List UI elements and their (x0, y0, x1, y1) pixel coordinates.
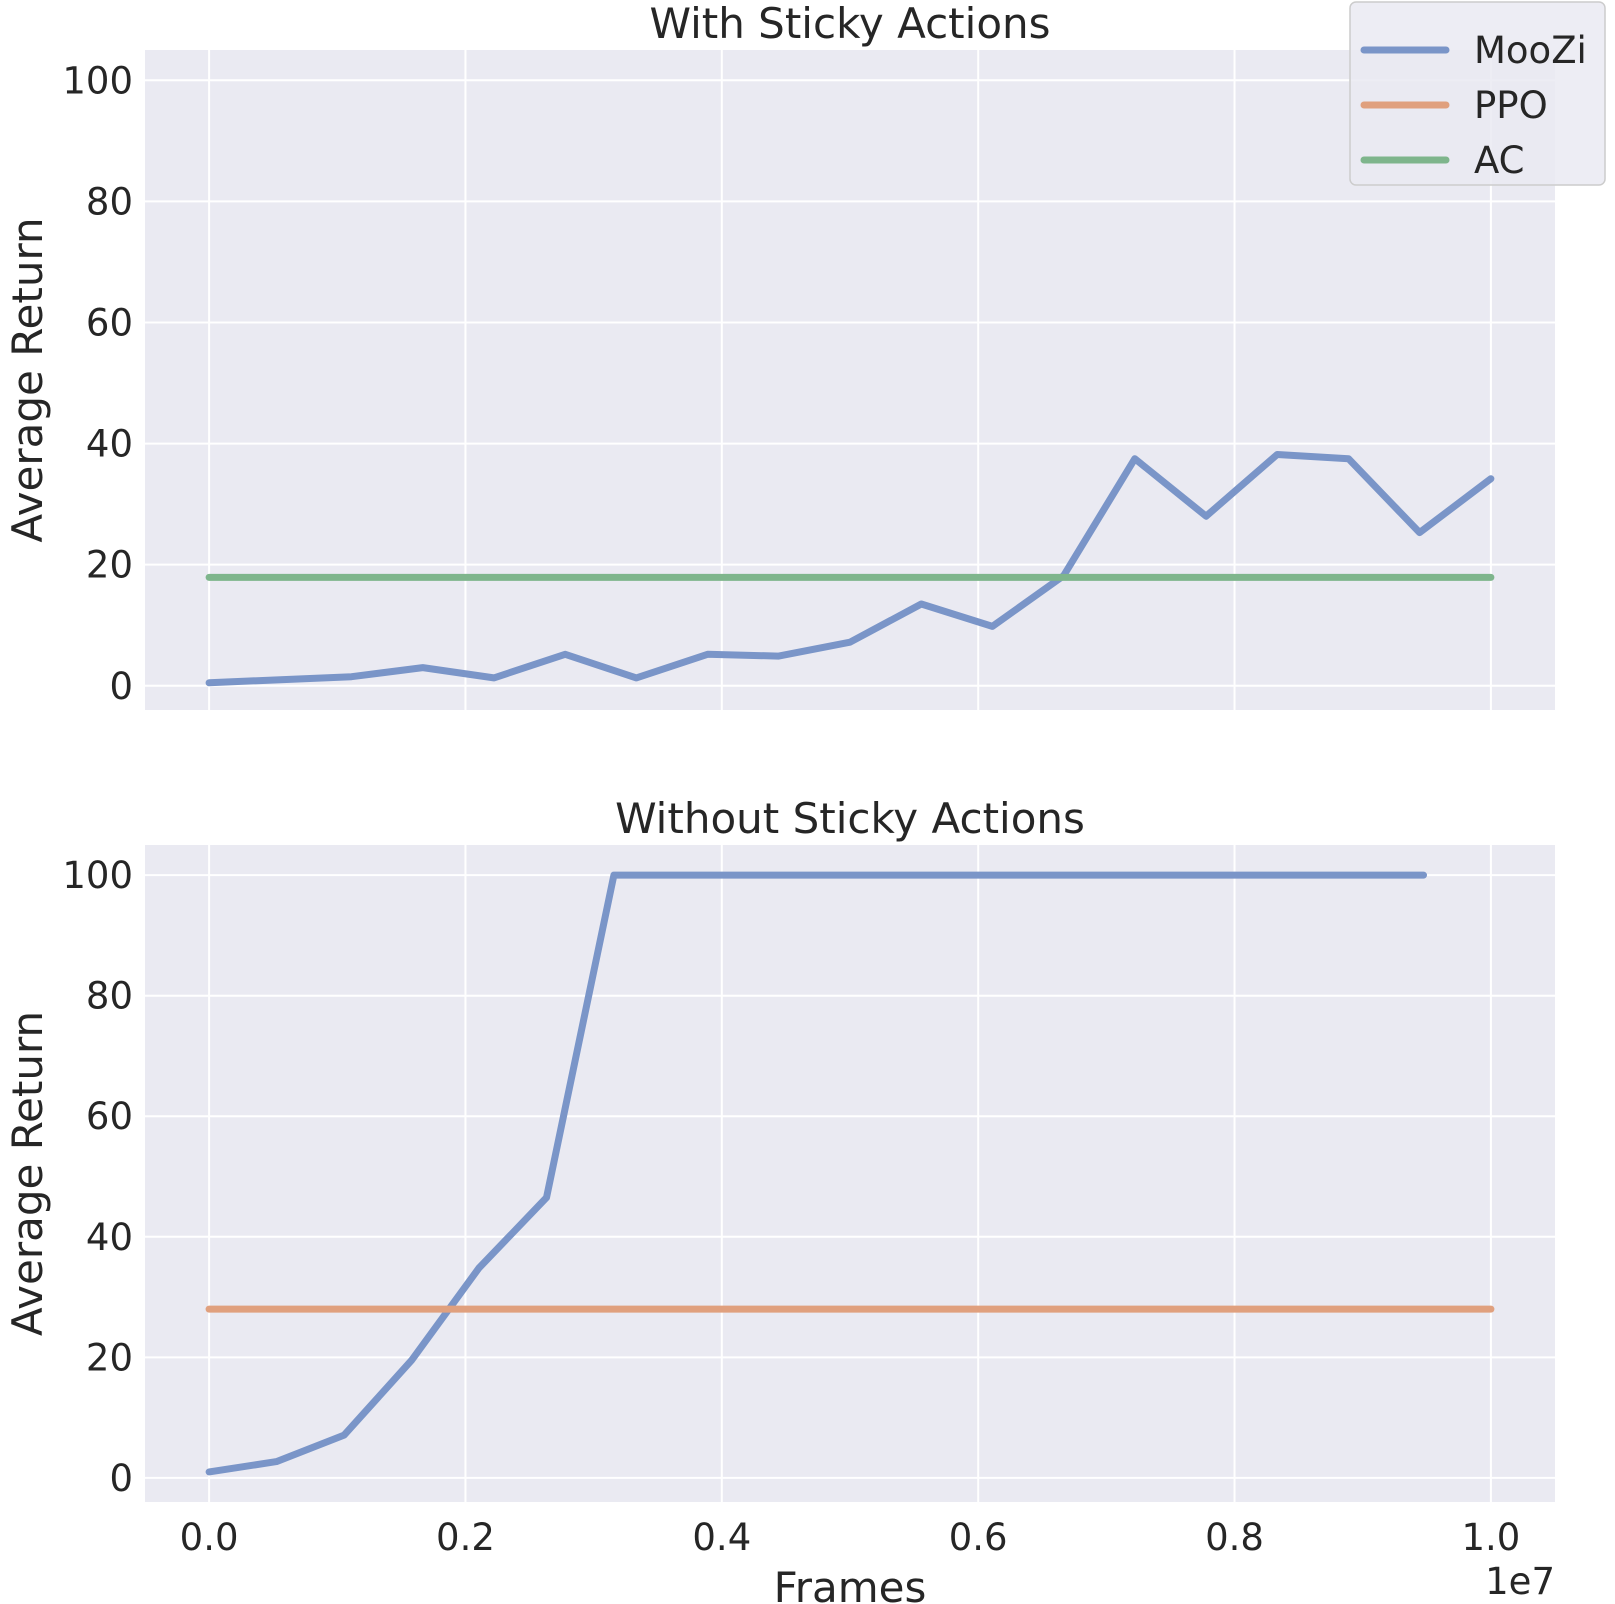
y-tick-label: 40 (86, 423, 133, 466)
y-tick-label: 80 (86, 975, 133, 1018)
y-tick-label: 20 (86, 1336, 133, 1379)
y-tick-label: 100 (62, 59, 133, 102)
y-tick-label: 20 (86, 544, 133, 587)
subplot-with-sticky-actions: 0 20 40 60 80 100 With Sticky Actions Average R… (3, 0, 1555, 710)
y-axis-label: Average Return (3, 217, 52, 542)
subplot-without-sticky-actions: 0 20 40 60 80 100 0.0 0.2 0.4 0.6 0.8 1.0 Without St… (3, 794, 1555, 1604)
x-offset-label: 1e7 (1485, 1560, 1555, 1603)
y-tick-label: 60 (86, 301, 133, 344)
plot-area (145, 845, 1555, 1502)
y-tick-label: 0 (109, 1457, 133, 1500)
legend: MooZi PPO AC (1349, 1, 1606, 186)
x-axis-label: Frames (774, 1563, 927, 1604)
plot-area (145, 50, 1555, 710)
x-tick-label: 1.0 (1461, 1516, 1520, 1559)
y-tick-label: 0 (109, 665, 133, 708)
x-tick-label: 0.8 (1205, 1516, 1264, 1559)
chart-title: Without Sticky Actions (615, 794, 1085, 843)
x-tick-label: 0.2 (436, 1516, 495, 1559)
x-tick-label: 0.4 (692, 1516, 751, 1559)
y-tick-label: 80 (86, 180, 133, 223)
chart-title: With Sticky Actions (649, 0, 1050, 48)
y-axis-label: Average Return (3, 1011, 52, 1336)
y-tick-label: 40 (86, 1216, 133, 1259)
series-line-moozi (205, 451, 1495, 687)
x-tick-label: 0.6 (949, 1516, 1008, 1559)
series-line-moozi (205, 871, 1427, 1476)
y-tick-label: 100 (62, 854, 133, 897)
legend-label-ac: AC (1474, 139, 1525, 182)
x-tick-label: 0.0 (180, 1516, 239, 1559)
y-tick-label: 60 (86, 1095, 133, 1138)
legend-label-moozi: MooZi (1474, 29, 1587, 72)
legend-label-ppo: PPO (1474, 84, 1548, 127)
